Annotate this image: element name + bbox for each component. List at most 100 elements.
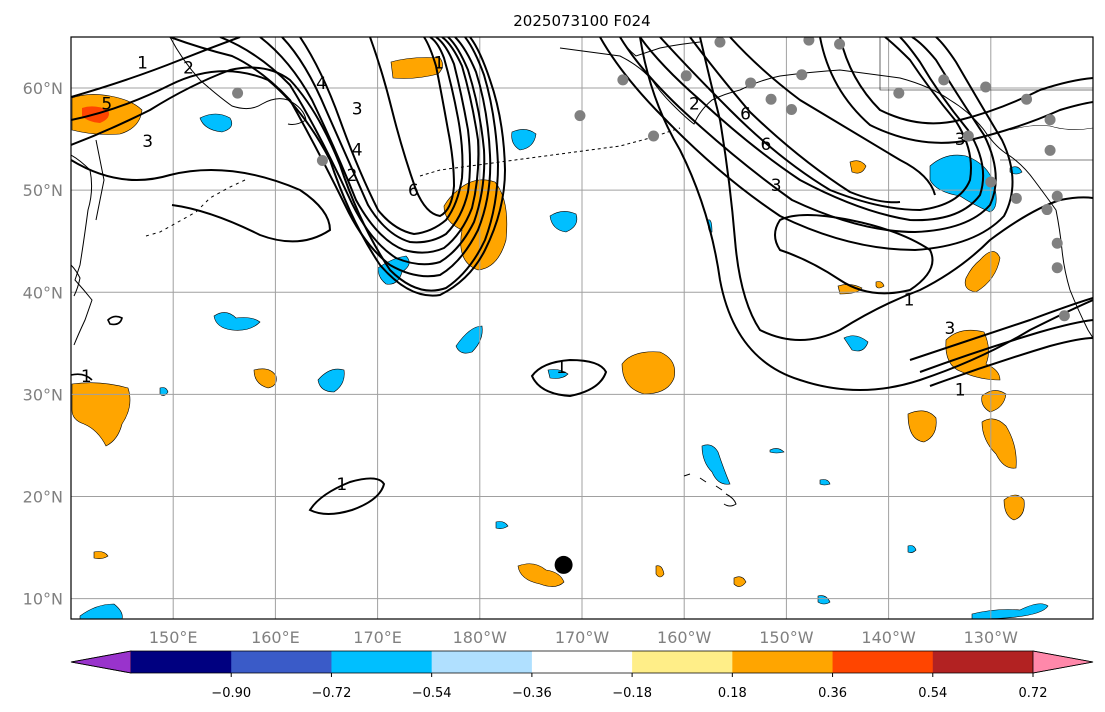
negative-shading: [199, 113, 233, 133]
x-tick-label: 160°W: [657, 628, 712, 647]
x-tick-label: 170°W: [555, 628, 610, 647]
x-tick-label: 160°E: [251, 628, 300, 647]
negative-shading: [769, 448, 785, 454]
contour-line: [308, 477, 386, 515]
station-dot: [786, 103, 798, 115]
negative-shading: [843, 335, 869, 352]
contour-line: [919, 319, 1093, 373]
y-tick-label: 60°N: [23, 79, 63, 98]
contour-label: 3: [771, 176, 782, 196]
station-dot: [980, 81, 992, 93]
contour-label: 2: [347, 166, 358, 186]
contour-line: [219, 37, 486, 266]
positive-shading: [849, 160, 867, 174]
contour-line: [281, 37, 471, 244]
coastline-bc-inland: [1009, 125, 1093, 131]
negative-shading: [817, 595, 831, 605]
positive-shading: [253, 368, 277, 389]
location-marker: [554, 555, 573, 574]
colorbar-swatch: [632, 651, 733, 673]
positive-shading: [981, 390, 1007, 413]
colorbar: [70, 650, 1094, 674]
y-tick-label: 20°N: [23, 487, 63, 506]
contour-line: [639, 37, 1093, 391]
negative-shading: [495, 521, 509, 529]
contour-line: [839, 37, 1093, 125]
colorbar-tick-label: 0.54: [918, 686, 947, 701]
colorbar-tick-label: −0.54: [412, 686, 452, 701]
x-axis-tick-labels: 150°E 160°E 170°E 180°W 170°W 160°W 150°W 140°W…: [149, 628, 1018, 647]
negative-shading: [213, 312, 261, 331]
negative-shading: [79, 603, 123, 619]
station-dot: [962, 130, 974, 142]
station-dot: [1021, 93, 1033, 105]
colorbar-tick-label: −0.90: [211, 686, 251, 701]
station-dot: [765, 93, 777, 105]
colorbar-swatch: [531, 651, 633, 673]
contour-line: [71, 159, 332, 243]
colorbar-tick-label: 0.36: [818, 686, 847, 701]
x-tick-label: 130°W: [964, 628, 1019, 647]
contour-line: [619, 37, 997, 234]
positive-shading: [443, 179, 508, 271]
coastline-kurils: [145, 179, 246, 237]
contour-label: 1: [556, 358, 567, 378]
coastline-hawaii: [683, 473, 737, 507]
negative-shading: [971, 603, 1049, 619]
colorbar-tick-label: 0.72: [1019, 686, 1048, 701]
contour-label: 3: [352, 99, 363, 119]
contour-label: 1: [137, 54, 148, 74]
positive-shading: [655, 565, 665, 578]
contour-label: 1: [336, 475, 347, 495]
contour-line: [71, 37, 500, 292]
negative-shading: [511, 129, 537, 151]
coastline-japan: [71, 264, 81, 297]
station-dot: [938, 74, 950, 86]
colorbar-swatch: [431, 651, 533, 673]
contour-label: 1: [81, 367, 92, 387]
contour-line: [71, 373, 93, 381]
contour-line: [299, 37, 464, 236]
contour-line: [71, 37, 507, 297]
y-tick-label: 40°N: [23, 283, 63, 302]
station-dot: [648, 130, 660, 142]
coastline-sakhalin: [95, 139, 105, 221]
colorbar-extend-high: [1032, 650, 1094, 674]
contour-line: [639, 37, 985, 222]
contour-label: 6: [761, 135, 772, 155]
positive-shading: [517, 563, 565, 587]
station-dot: [617, 74, 629, 86]
contour-label: 3: [142, 132, 153, 152]
contour-line: [71, 37, 241, 98]
negative-shading: [317, 368, 345, 393]
coastline-aleutians: [419, 127, 681, 177]
colorbar-swatch: [932, 651, 1034, 673]
contour-line: [819, 37, 1093, 144]
positive-shading: [837, 284, 863, 295]
station-dot: [1058, 310, 1070, 322]
contour-label: 6: [740, 105, 751, 125]
station-dot: [574, 110, 586, 122]
negative-shading: [159, 387, 169, 396]
colorbar-tick-label: −0.18: [612, 686, 652, 701]
station-dot: [796, 69, 808, 81]
positive-shading: [621, 351, 675, 395]
positive-shading: [907, 410, 937, 443]
contour-label: 6: [408, 181, 419, 201]
station-dot: [232, 87, 244, 99]
negative-shading: [907, 545, 917, 553]
station-dot: [1044, 144, 1056, 156]
positive-shading: [71, 382, 131, 447]
contour-label: 4: [352, 140, 363, 160]
contour-line: [169, 37, 492, 278]
station-dot: [745, 77, 757, 89]
negative-shading: [547, 369, 569, 379]
colorbar-swatch: [732, 651, 834, 673]
contour-line: [689, 37, 901, 204]
colorbar-tick-labels: −0.90 −0.72 −0.54 −0.36 −0.18 0.18 0.36 0.54 0.7…: [211, 673, 1048, 701]
contour-line: [530, 358, 608, 398]
contour-label: 5: [101, 94, 112, 114]
station-dot: [1051, 237, 1063, 249]
